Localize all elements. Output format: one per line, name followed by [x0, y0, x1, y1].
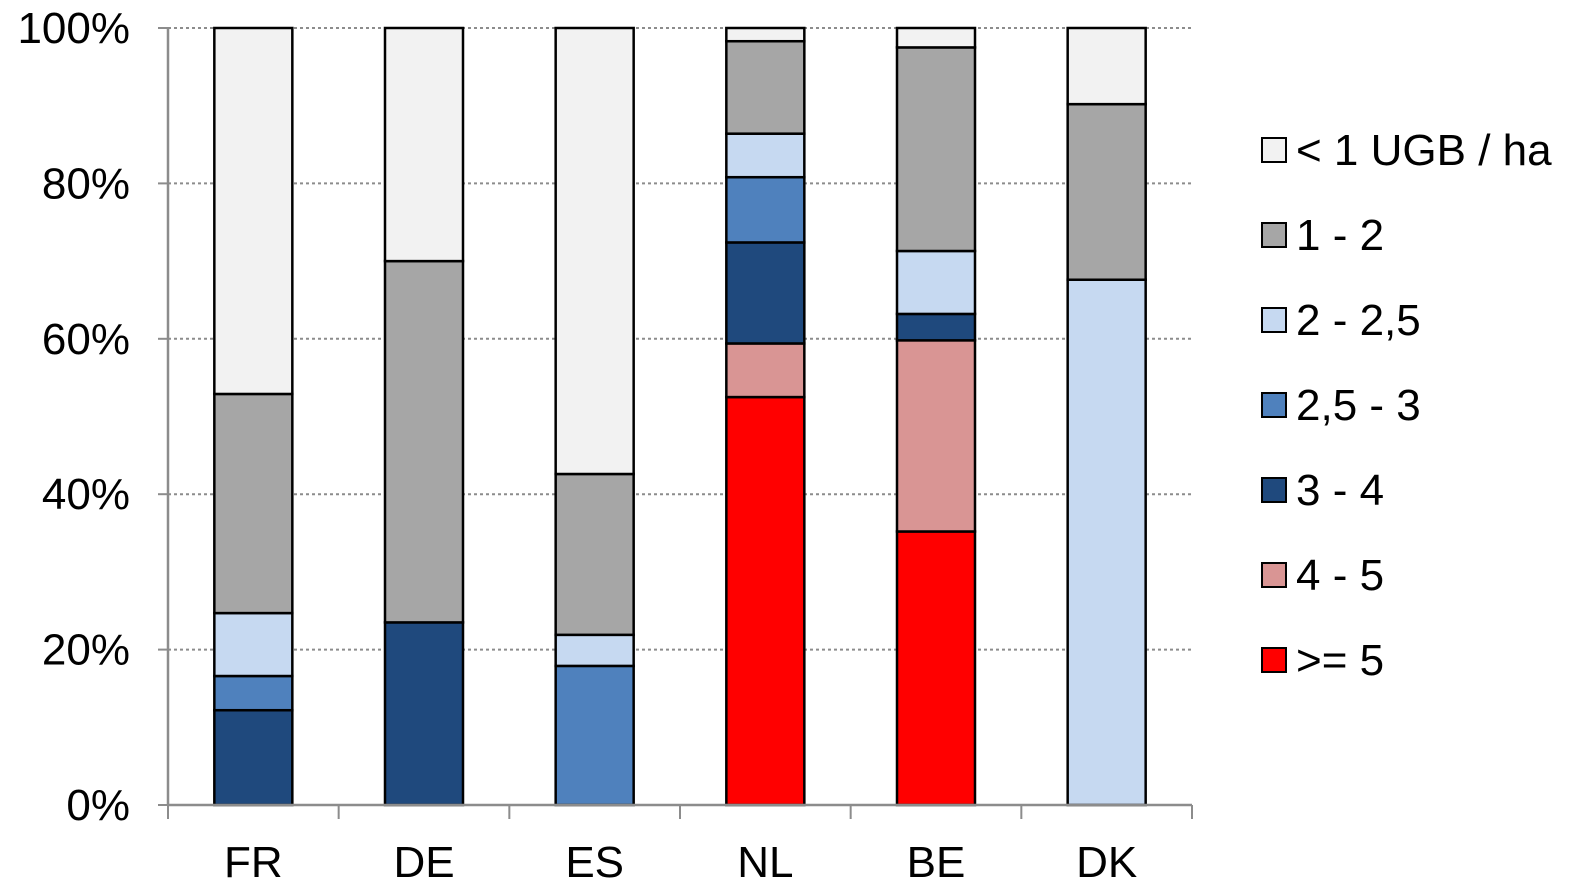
x-tick-label: DE	[393, 838, 454, 887]
legend-label: 1 - 2	[1296, 211, 1384, 260]
axes	[158, 27, 1193, 819]
x-tick-label: BE	[907, 838, 966, 887]
bar-segment	[383, 259, 465, 624]
bar-segment	[213, 708, 294, 807]
x-tick-label: ES	[565, 838, 624, 887]
bar-segment	[895, 312, 977, 342]
legend-swatch	[1261, 137, 1287, 163]
bar-segment	[554, 26, 635, 476]
legend-label: 4 - 5	[1296, 551, 1384, 600]
x-tick-label: DK	[1076, 838, 1137, 887]
legend-label: < 1 UGB / ha	[1296, 126, 1552, 175]
legend: < 1 UGB / ha 1 - 2 2 - 2,5 2,5 - 3 3 - 4 4 - …	[1261, 126, 1552, 685]
legend-swatch	[1261, 647, 1287, 673]
y-tick-label: 100%	[17, 4, 130, 53]
legend-swatch	[1261, 477, 1287, 503]
bars	[213, 26, 1147, 807]
bar-segment	[554, 633, 635, 668]
y-tick-label: 80%	[42, 159, 130, 208]
bar-segment	[725, 26, 806, 43]
bar-segment	[895, 249, 977, 316]
bar-segment	[383, 621, 465, 807]
legend-label: >= 5	[1296, 636, 1384, 685]
bar-segment	[895, 26, 977, 49]
bar-segment	[554, 472, 635, 637]
bar-segment	[554, 664, 635, 807]
legend-label: 2 - 2,5	[1296, 296, 1421, 345]
bar-segment	[1066, 102, 1147, 281]
bar-segment	[725, 132, 806, 179]
y-tick-label: 60%	[42, 315, 130, 364]
y-tick-label: 40%	[42, 470, 130, 519]
legend-swatch	[1261, 222, 1287, 248]
x-tick-label: NL	[737, 838, 793, 887]
legend-label: 2,5 - 3	[1296, 381, 1421, 430]
bar-segment	[725, 241, 806, 345]
bar-segment	[213, 674, 294, 712]
y-tick-label: 20%	[42, 626, 130, 675]
legend-swatch	[1261, 392, 1287, 418]
bar-segment	[725, 395, 806, 807]
bar-segment	[895, 46, 977, 253]
bar-segment	[725, 175, 806, 244]
bar-segment	[213, 392, 294, 615]
grid-lines	[168, 27, 1192, 651]
bar-segment	[725, 342, 806, 399]
legend-label: 3 - 4	[1296, 466, 1384, 515]
x-tick-label: FR	[224, 838, 283, 887]
y-tick-label: 0%	[66, 781, 130, 830]
bar-segment	[213, 611, 294, 678]
bar-segment	[1066, 26, 1147, 106]
bar-segment	[895, 530, 977, 807]
y-axis-ticks: 0% 20% 40% 60% 80% 100%	[17, 4, 130, 830]
bar-segment	[213, 26, 294, 396]
bar-segment	[895, 339, 977, 533]
bar-segment	[725, 39, 806, 135]
bar-segment	[383, 26, 465, 263]
x-axis-ticks: FR DE ES NL BE DK	[224, 838, 1137, 887]
bar-segment	[1066, 278, 1147, 807]
legend-swatch	[1261, 562, 1287, 588]
legend-swatch	[1261, 307, 1287, 333]
